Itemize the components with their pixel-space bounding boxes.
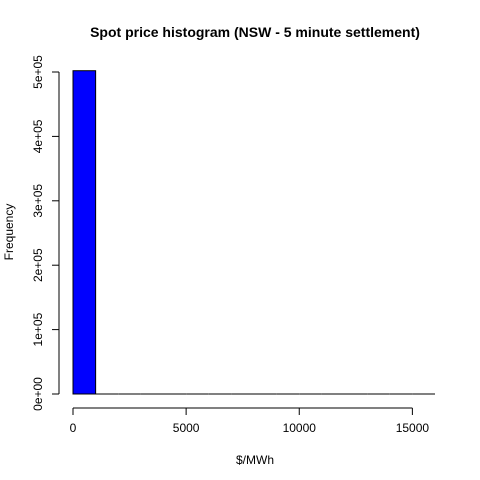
x-tick-label-0: 0 — [70, 421, 77, 435]
histogram-bars — [72, 70, 435, 395]
y-tick-label-1: 1e+05 — [31, 312, 45, 346]
y-axis-label: Frequency — [2, 204, 16, 261]
y-tick-label-5: 5e+05 — [31, 55, 45, 89]
x-axis-label: $/MWh — [236, 453, 274, 467]
x-tick-label-3: 15000 — [396, 421, 430, 435]
y-axis: 0e+00 1e+05 2e+05 3e+05 4e+05 5e+05 — [31, 55, 60, 411]
y-tick-label-2: 2e+05 — [31, 248, 45, 282]
y-tick-label-3: 3e+05 — [31, 184, 45, 218]
y-tick-label-0: 0e+00 — [31, 377, 45, 411]
x-axis: 0 5000 10000 15000 — [70, 407, 430, 435]
x-tick-label-2: 10000 — [283, 421, 317, 435]
histogram-bar-0 — [72, 70, 97, 395]
chart-title: Spot price histogram (NSW - 5 minute set… — [90, 24, 420, 40]
y-tick-label-4: 4e+05 — [31, 119, 45, 153]
x-tick-label-1: 5000 — [173, 421, 200, 435]
